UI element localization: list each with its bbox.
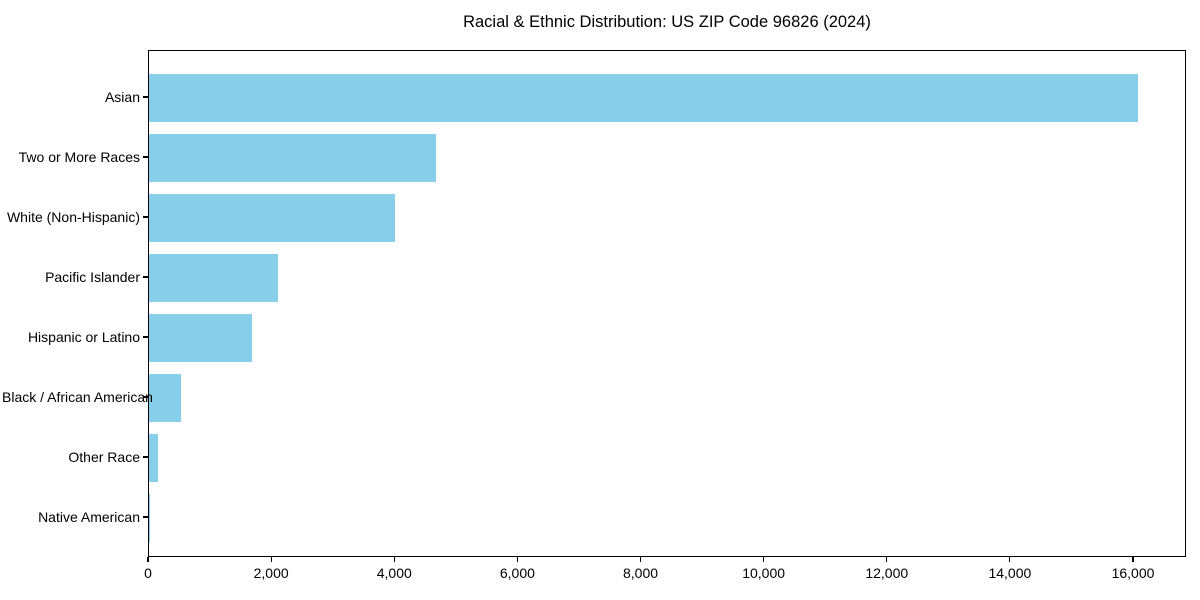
x-tick-label: 14,000 [988, 565, 1032, 581]
y-tick-label: Pacific Islander [45, 269, 140, 285]
y-tick-label: Black / African American [2, 389, 153, 405]
x-tick-label: 6,000 [499, 565, 535, 581]
bar-two-or-more-races [149, 134, 436, 182]
x-tick-mark [147, 557, 149, 562]
plot-area [148, 50, 1186, 557]
bar-other-race [149, 434, 159, 482]
y-tick-mark [143, 276, 148, 278]
bar-black-african-american [149, 374, 181, 422]
bar-hispanic-or-latino [149, 314, 252, 362]
y-tick-mark [143, 456, 148, 458]
x-tick-mark [1132, 557, 1134, 562]
bar-native-american [149, 494, 150, 542]
y-tick-label: Asian [104, 89, 140, 105]
x-tick-label: 12,000 [865, 565, 909, 581]
x-tick-label: 4,000 [376, 565, 412, 581]
chart-title: Racial & Ethnic Distribution: US ZIP Cod… [463, 13, 871, 31]
x-tick-mark [886, 557, 888, 562]
y-tick-label: White (Non-Hispanic) [6, 209, 140, 225]
bar-asian [149, 74, 1139, 122]
x-tick-mark [516, 557, 518, 562]
y-tick-mark [143, 516, 148, 518]
x-tick-label: 2,000 [253, 565, 289, 581]
x-tick-mark [270, 557, 272, 562]
y-tick-label: Other Race [68, 449, 140, 465]
y-tick-label: Hispanic or Latino [27, 329, 140, 345]
y-tick-mark [143, 96, 148, 98]
x-tick-label: 16,000 [1111, 565, 1155, 581]
bar-pacific-islander [149, 254, 279, 302]
y-tick-mark [143, 396, 148, 398]
bar-white-non-hispanic [149, 194, 396, 242]
x-tick-mark [1009, 557, 1011, 562]
x-tick-mark [393, 557, 395, 562]
x-tick-mark [763, 557, 765, 562]
x-tick-mark [639, 557, 642, 562]
x-tick-label: 10,000 [742, 565, 786, 581]
y-tick-mark [143, 336, 148, 338]
x-tick-label: 8,000 [622, 565, 659, 581]
y-tick-label: Native American [38, 509, 140, 525]
x-tick-label: 0 [144, 565, 152, 581]
y-tick-mark [143, 156, 148, 158]
y-tick-mark [143, 216, 148, 218]
y-tick-label: Two or More Races [18, 149, 140, 165]
